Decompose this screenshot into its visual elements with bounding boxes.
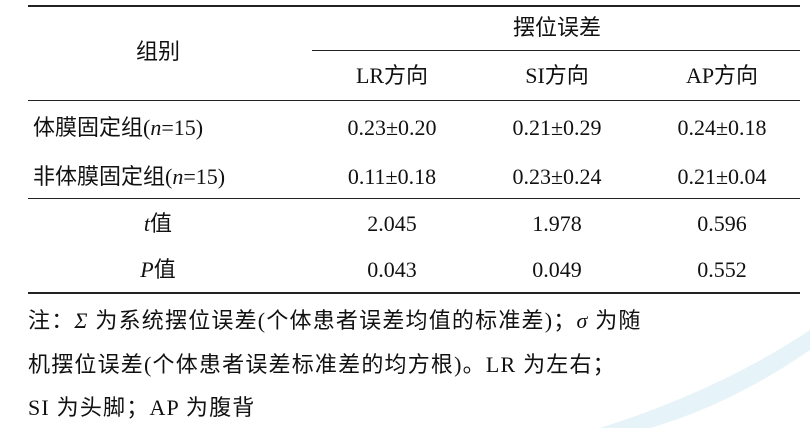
- cell: 0.11±0.18: [347, 164, 437, 189]
- column-header: AP方向: [685, 63, 759, 88]
- group-rule: [28, 198, 800, 199]
- cell: 0.21±0.29: [512, 115, 602, 140]
- header-group: 组别: [135, 39, 181, 64]
- text-part: σ: [576, 308, 589, 333]
- text-part: =15): [183, 164, 226, 189]
- text-part: 值: [150, 211, 173, 236]
- row-label: P值: [140, 256, 175, 284]
- text-part: =15): [161, 115, 204, 140]
- row-label: t值: [144, 210, 172, 238]
- cell: 0.23±0.24: [512, 164, 602, 189]
- text-part: 为系统摆位误差(个体患者误差均值的标准差)；: [88, 308, 577, 333]
- cell: 1.978: [532, 211, 582, 236]
- row-label: 非体膜固定组(n=15): [33, 163, 225, 191]
- note-line: 注：Σ 为系统摆位误差(个体患者误差均值的标准差)；σ 为随: [28, 307, 642, 335]
- note-line: 机摆位误差(个体患者误差标准差的均方根)。LR 为左右；: [28, 351, 616, 379]
- cell: 0.23±0.20: [347, 115, 437, 140]
- header-span: 摆位误差: [512, 15, 602, 40]
- text-part: n: [150, 115, 162, 140]
- text-part: SI 为头脚；AP 为腹背: [28, 395, 256, 420]
- text-part: 注：: [28, 308, 75, 333]
- text-part: Σ: [74, 308, 89, 333]
- cell: 0.21±0.04: [677, 164, 767, 189]
- note-line: SI 为头脚；AP 为腹背: [28, 394, 255, 422]
- cell: 2.045: [367, 211, 417, 236]
- top-rule: [28, 5, 800, 7]
- cell: 0.049: [532, 257, 582, 282]
- cell: 0.24±0.18: [677, 115, 767, 140]
- span-rule: [312, 50, 800, 51]
- text-part: 非体膜固定组(: [33, 164, 173, 189]
- column-header: SI方向: [525, 63, 589, 88]
- text-part: 值: [153, 257, 176, 282]
- text-part: t: [143, 211, 151, 236]
- column-header: LR方向: [355, 63, 429, 88]
- cell: 0.552: [697, 257, 747, 282]
- text-part: 机摆位误差(个体患者误差标准差的均方根)。LR 为左右；: [28, 352, 616, 377]
- cell: 0.043: [367, 257, 417, 282]
- text-part: n: [172, 164, 184, 189]
- bottom-rule: [28, 292, 800, 294]
- text-part: 体膜固定组(: [33, 115, 151, 140]
- text-part: 为随: [588, 308, 642, 333]
- row-label: 体膜固定组(n=15): [33, 114, 203, 142]
- header-rule: [28, 100, 800, 101]
- cell: 0.596: [697, 211, 747, 236]
- text-part: P: [140, 257, 154, 282]
